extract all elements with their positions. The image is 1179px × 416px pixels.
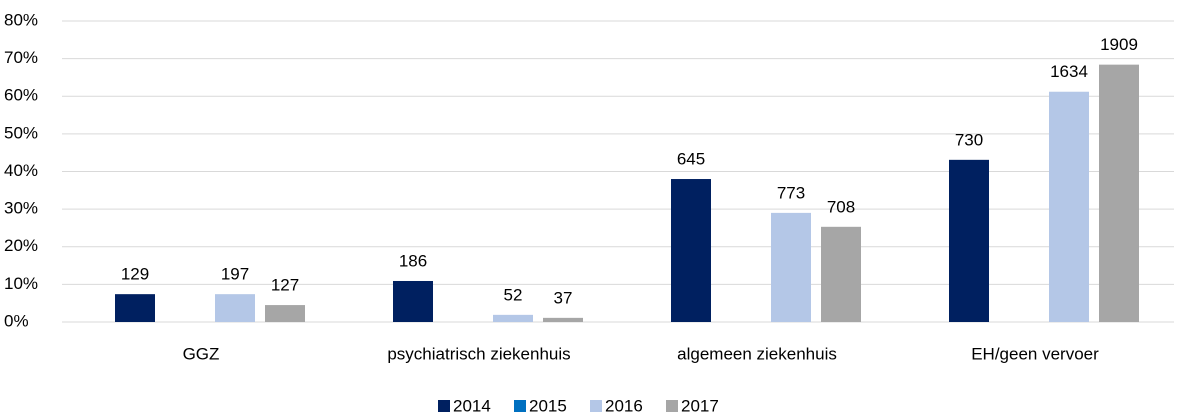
y-tick-label: 60% [4,86,38,105]
bar [1099,64,1139,323]
legend-label: 2017 [681,396,719,415]
data-label: 1634 [1050,62,1088,81]
x-tick-label: algemeen ziekenhuis [677,344,837,363]
bar [821,226,861,322]
bar [215,294,255,322]
bar [671,179,711,322]
y-tick-label: 0% [4,311,29,330]
data-label: 1909 [1100,35,1138,54]
data-label: 186 [399,251,427,270]
legend-swatch [666,400,678,412]
data-label: 773 [777,183,805,202]
legend-swatch [438,400,450,412]
data-label: 37 [554,288,573,307]
bar [1049,91,1089,322]
data-label: 52 [504,285,523,304]
y-tick-label: 10% [4,274,38,293]
legend-label: 2015 [529,396,567,415]
bar [949,159,989,322]
bar [393,280,433,322]
legend-label: 2016 [605,396,643,415]
x-tick-label: GGZ [183,344,220,363]
bar [543,317,583,322]
bar [493,314,533,322]
x-tick-label: psychiatrisch ziekenhuis [387,344,570,363]
data-label: 730 [955,130,983,149]
legend-swatch [514,400,526,412]
legend-swatch [590,400,602,412]
legend-label: 2014 [453,396,491,415]
data-label: 129 [121,265,149,284]
y-tick-label: 20% [4,236,38,255]
y-tick-label: 80% [4,10,38,29]
data-label: 197 [221,265,249,284]
y-tick-label: 40% [4,161,38,180]
data-label: 127 [271,276,299,295]
bar [115,294,155,322]
x-tick-label: EH/geen vervoer [971,344,1099,363]
data-label: 645 [677,150,705,169]
y-tick-label: 70% [4,48,38,67]
y-tick-label: 30% [4,199,38,218]
bar [265,305,305,322]
y-tick-label: 50% [4,123,38,142]
data-label: 708 [827,197,855,216]
bar [771,212,811,322]
